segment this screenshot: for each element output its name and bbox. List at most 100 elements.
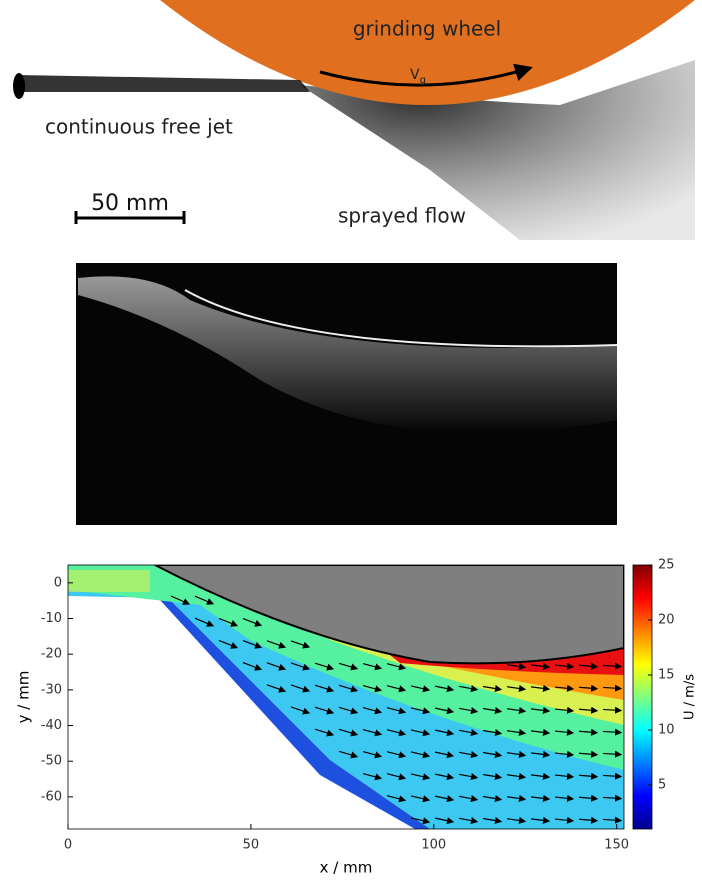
vector-arrow <box>386 773 407 781</box>
vector-arrow <box>578 706 599 714</box>
vector-arrow <box>338 728 359 737</box>
vector-arrow <box>458 707 479 715</box>
vector-arrow <box>266 684 287 693</box>
colorbar-tick-label: 5 <box>658 778 666 793</box>
vector-arrow <box>482 816 503 825</box>
vector-arrow <box>506 706 527 715</box>
x-tick-label: 150 <box>604 838 629 853</box>
axes-frame <box>67 564 625 830</box>
wheel-label: grinding wheel <box>353 17 501 41</box>
vector-arrow <box>602 706 623 714</box>
colorbar-tick-label: 10 <box>658 723 675 738</box>
jet-label: continuous free jet <box>45 115 233 139</box>
vector-arrow <box>410 707 431 715</box>
vector-arrow <box>242 640 263 649</box>
vector-arrow <box>482 684 503 693</box>
scale-label: 50 mm <box>91 191 169 216</box>
colorbar-tick-label: 20 <box>658 613 675 628</box>
vector-arrow <box>338 684 359 693</box>
velocity-label: Vg <box>410 67 426 86</box>
y-axis-label: y / mm <box>15 671 33 724</box>
vector-arrow <box>578 728 599 736</box>
x-tick-label: 50 <box>243 838 260 853</box>
vector-arrow <box>530 684 551 692</box>
y-tick-label: -50 <box>41 754 62 769</box>
colorbar-label: U / m/s <box>683 674 698 720</box>
vector-arrow <box>578 772 599 780</box>
vector-arrow <box>338 662 359 671</box>
vector-arrow <box>386 751 407 759</box>
vector-arrow <box>482 750 503 759</box>
vector-arrow <box>434 685 455 693</box>
vector-arrow <box>410 795 431 803</box>
vector-arrow <box>482 706 503 715</box>
y-tick-label: -20 <box>41 647 62 662</box>
y-tick-label: -40 <box>41 718 62 733</box>
vector-arrow <box>482 772 503 781</box>
colorbar-tick-label: 25 <box>658 558 675 573</box>
vector-arrow <box>458 751 479 759</box>
vector-arrow <box>602 772 623 780</box>
vector-arrow <box>458 729 479 737</box>
vector-arrow <box>266 662 287 671</box>
velocity-symbol: V <box>410 67 420 83</box>
vector-arrow <box>170 595 191 605</box>
vector-arrow <box>602 684 623 692</box>
free-jet <box>18 75 310 92</box>
vector-arrow <box>314 706 335 715</box>
vector-arrow <box>410 773 431 781</box>
vector-arrow <box>434 729 455 737</box>
vector-arrow <box>266 640 287 649</box>
vector-arrow <box>218 639 239 649</box>
vector-arrow <box>506 684 527 693</box>
wheel-region <box>154 565 624 665</box>
vector-arrow <box>434 795 455 803</box>
vector-arrow <box>554 706 575 714</box>
vector-arrow <box>554 684 575 692</box>
vector-arrow <box>554 750 575 758</box>
vector-arrow <box>458 795 479 803</box>
contour-field <box>68 565 624 829</box>
grinding-wheel <box>160 0 695 105</box>
spray-label: sprayed flow <box>338 204 466 228</box>
y-tick-label: -60 <box>41 789 62 804</box>
vector-arrow <box>290 662 311 671</box>
vector-arrow <box>410 817 431 825</box>
band-5 <box>160 598 430 829</box>
vector-arrow <box>530 794 551 802</box>
vector-arrow <box>362 662 383 671</box>
vector-arrow <box>362 750 383 759</box>
vector-arrow <box>314 684 335 693</box>
vector-arrow <box>578 750 599 758</box>
vector-arrow <box>338 750 359 759</box>
colorbar-tick-label: 15 <box>658 668 675 683</box>
vector-arrow <box>434 751 455 759</box>
velocity-vectors <box>170 595 623 825</box>
colorbar <box>632 564 653 830</box>
vector-arrow <box>410 685 431 693</box>
vector-arrow <box>602 794 623 802</box>
vector-arrow <box>434 817 455 825</box>
vector-arrow <box>482 728 503 737</box>
vector-arrow <box>386 729 407 737</box>
vector-arrow <box>242 662 263 671</box>
vector-arrow <box>578 816 599 824</box>
vector-arrow <box>506 728 527 737</box>
vector-arrow <box>506 750 527 759</box>
vector-arrow <box>218 617 239 627</box>
vector-arrow <box>578 684 599 692</box>
vector-arrow <box>458 773 479 781</box>
vector-arrow <box>482 794 503 803</box>
vector-arrow <box>602 816 623 824</box>
vector-arrow <box>362 706 383 715</box>
vector-arrow <box>530 772 551 780</box>
vector-arrow <box>290 640 311 649</box>
x-tick-label: 0 <box>64 838 72 853</box>
vector-arrow <box>386 685 407 693</box>
vector-arrow <box>386 663 407 671</box>
vector-arrow <box>314 728 335 737</box>
y-tick-label: 0 <box>54 575 62 590</box>
vector-arrow <box>554 816 575 824</box>
vector-arrow <box>554 794 575 802</box>
